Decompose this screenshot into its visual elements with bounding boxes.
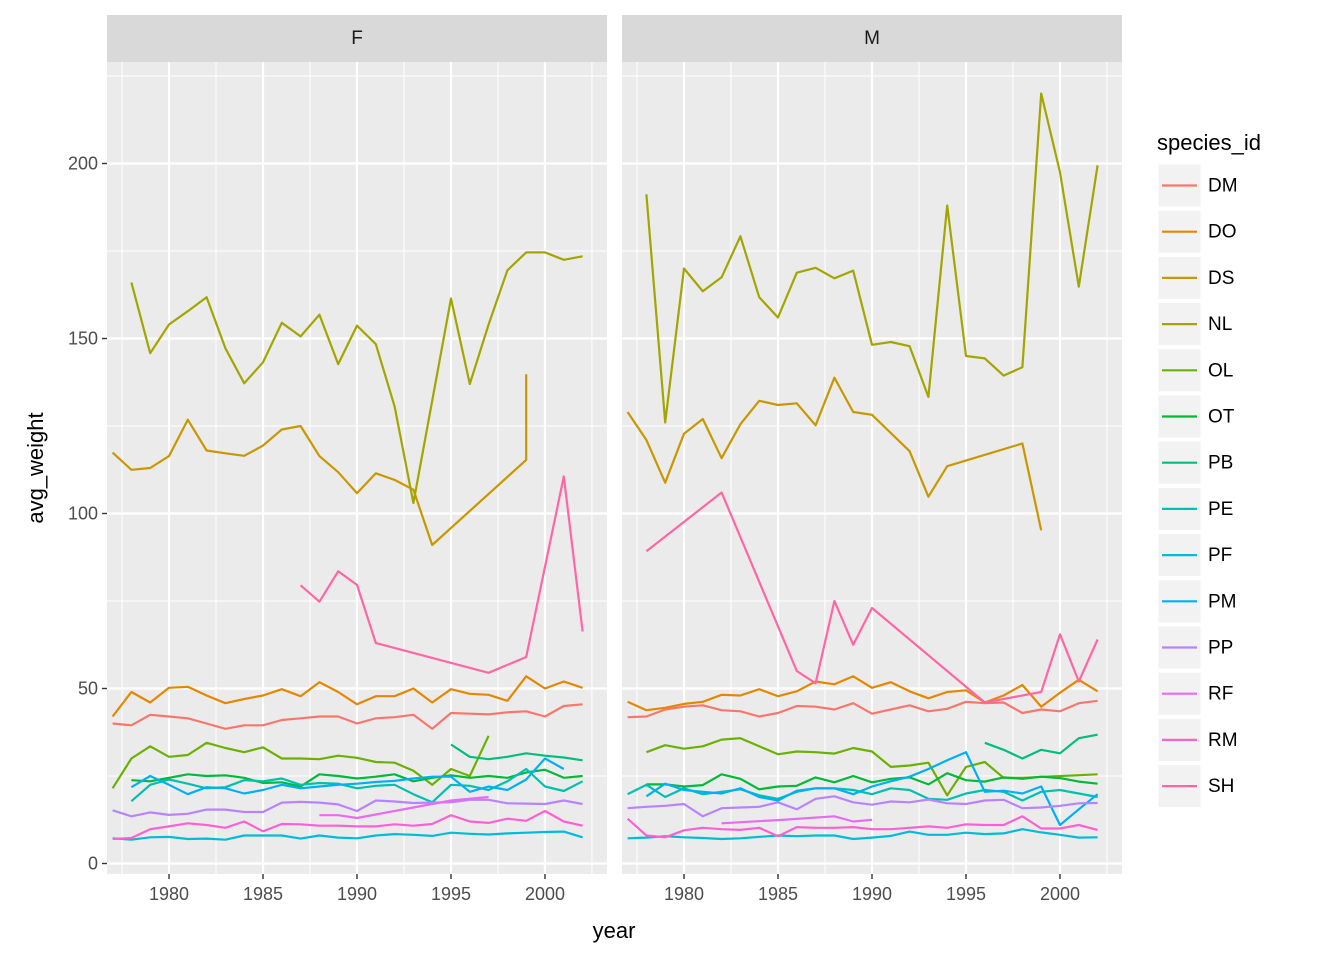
- legend-label: RF: [1208, 684, 1233, 705]
- x-tick-label: 1990: [337, 884, 377, 904]
- x-tick-label: 1985: [243, 884, 283, 904]
- legend-item-rf: RF: [1157, 671, 1233, 716]
- series-line-pm: [130, 757, 565, 796]
- series-line-pf: [112, 830, 583, 841]
- legend-item-pb: PB: [1157, 440, 1233, 485]
- series-line-ds: [626, 376, 1043, 531]
- x-tick-label: 1980: [664, 884, 704, 904]
- legend-item-pe: PE: [1157, 486, 1233, 531]
- strip-f: [107, 15, 607, 62]
- x-axis-title: year: [593, 918, 636, 943]
- series-line-do: [111, 675, 583, 718]
- series-line-nl: [130, 251, 583, 505]
- series-line-pf: [627, 828, 1098, 841]
- series-line-pe: [627, 783, 1098, 802]
- grid-m: [622, 62, 1122, 874]
- x-tick-label: 2000: [525, 884, 565, 904]
- x-tick-label: 1990: [852, 884, 892, 904]
- y-tick-label: 50: [78, 679, 98, 699]
- y-tick-label: 200: [68, 154, 98, 174]
- legend-title: species_id: [1157, 130, 1261, 155]
- strip-label-f: F: [351, 28, 363, 49]
- legend-label: NL: [1208, 314, 1232, 335]
- x-tick-label: 1985: [758, 884, 798, 904]
- legend-items: DM DO DS NL OL OT PB PE PF PM PP RF RM SH: [1157, 163, 1238, 809]
- strip-m: [622, 15, 1122, 62]
- legend-item-dm: DM: [1157, 163, 1238, 208]
- legend-item-ds: DS: [1157, 255, 1234, 300]
- series-line-ot: [646, 772, 1098, 791]
- x-tick-label: 1995: [946, 884, 986, 904]
- series-line-pb: [450, 743, 583, 762]
- panel-m: M 1980 1985 1990 1995 2000: [622, 15, 1122, 904]
- series-lines-m: [626, 92, 1099, 841]
- legend-item-nl: NL: [1157, 302, 1232, 347]
- legend-item-do: DO: [1157, 209, 1237, 254]
- legend-label: OT: [1208, 407, 1235, 428]
- legend-item-ot: OT: [1157, 394, 1235, 439]
- legend-label: PP: [1208, 638, 1233, 659]
- legend-item-pm: PM: [1157, 579, 1237, 624]
- legend-label: PB: [1208, 453, 1233, 474]
- series-line-sh: [645, 491, 1099, 704]
- legend-label: PF: [1208, 545, 1232, 566]
- series-line-rf: [721, 815, 873, 825]
- legend-label: OL: [1208, 360, 1233, 381]
- x-tick-label: 1995: [431, 884, 471, 904]
- legend-item-pp: PP: [1157, 625, 1233, 670]
- y-tick-label: 0: [88, 854, 98, 874]
- series-line-nl: [645, 92, 1099, 424]
- series-line-do: [627, 675, 1099, 712]
- x-tick-label: 2000: [1040, 884, 1080, 904]
- legend-label: DM: [1208, 176, 1238, 197]
- legend-label: DO: [1208, 222, 1237, 243]
- y-axis-title: avg_weight: [23, 412, 48, 523]
- x-ticks-f: 1980 1985 1990 1995 2000: [149, 874, 565, 904]
- series-line-dm: [112, 703, 583, 730]
- series-line-pm: [645, 751, 1099, 827]
- legend-item-sh: SH: [1157, 764, 1234, 809]
- y-ticks-f: 0 50 100 150 200: [68, 154, 107, 874]
- series-lines-f: [111, 251, 584, 841]
- series-line-ol: [111, 735, 490, 789]
- series-line-pp: [627, 795, 1098, 818]
- legend-item-rm: RM: [1157, 717, 1238, 762]
- y-tick-label: 150: [68, 329, 98, 349]
- x-ticks-m: 1980 1985 1990 1995 2000: [664, 874, 1080, 904]
- series-line-ol: [646, 737, 1098, 797]
- legend-item-ol: OL: [1157, 348, 1233, 393]
- series-line-ot: [131, 768, 583, 788]
- legend-label: DS: [1208, 268, 1234, 289]
- legend-label: PM: [1208, 591, 1237, 612]
- series-line-dm: [627, 699, 1098, 719]
- legend-label: PE: [1208, 499, 1233, 520]
- series-line-sh: [299, 475, 584, 674]
- legend-label: SH: [1208, 776, 1234, 797]
- series-line-rf: [319, 795, 489, 820]
- series-line-pp: [112, 798, 583, 818]
- legend-item-pf: PF: [1157, 533, 1232, 578]
- x-tick-label: 1980: [149, 884, 189, 904]
- legend: species_id DM DO DS NL OL OT PB PE PF PM PP RF RM SH: [1157, 130, 1261, 809]
- series-line-rm: [112, 809, 583, 841]
- y-tick-label: 100: [68, 504, 98, 524]
- strip-label-m: M: [864, 28, 880, 49]
- series-line-rm: [626, 815, 1098, 839]
- grid-f: [107, 62, 607, 874]
- panel-f: F 0 50 100 150 200 1980 1985 1990 1995 2000: [68, 15, 607, 904]
- legend-label: RM: [1208, 730, 1238, 751]
- series-line-pb: [984, 733, 1098, 760]
